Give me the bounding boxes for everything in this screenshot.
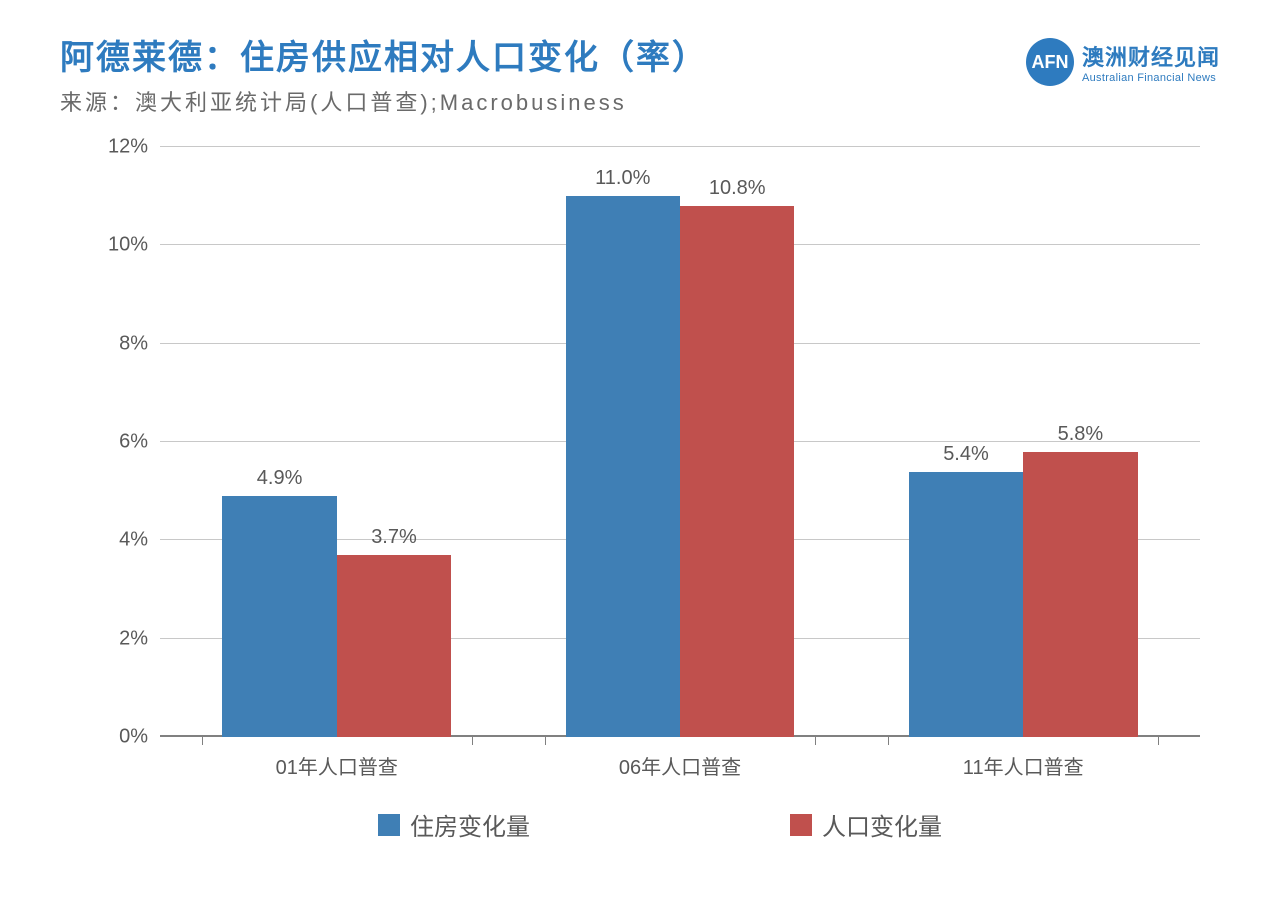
chart-title: 阿德莱德：住房供应相对人口变化（率） — [60, 30, 1026, 79]
bar-value-label: 5.4% — [943, 443, 989, 472]
bar-population: 10.8% — [680, 206, 794, 737]
x-axis-label: 11年人口普查 — [963, 737, 1084, 780]
x-tick — [545, 737, 546, 745]
x-tick — [815, 737, 816, 745]
bar-housing: 4.9% — [222, 496, 336, 737]
legend-label: 住房变化量 — [410, 807, 530, 842]
chart-subtitle: 来源：澳大利亚统计局(人口普查);Macrobusiness — [60, 85, 1026, 117]
header-row: 阿德莱德：住房供应相对人口变化（率） 来源：澳大利亚统计局(人口普查);Macr… — [60, 30, 1220, 117]
bar-value-label: 11.0% — [595, 167, 650, 196]
logo-text-cn: 澳洲财经见闻 — [1082, 40, 1220, 72]
logo-text: 澳洲财经见闻 Australian Financial News — [1082, 40, 1220, 84]
legend-swatch-icon — [378, 814, 400, 836]
y-axis-label: 10% — [108, 234, 160, 257]
bar-population: 5.8% — [1023, 452, 1137, 737]
bar-housing: 5.4% — [909, 472, 1023, 738]
legend: 住房变化量 人口变化量 — [100, 807, 1220, 842]
bar-population: 3.7% — [337, 555, 451, 737]
chart-container: 阿德莱德：住房供应相对人口变化（率） 来源：澳大利亚统计局(人口普查);Macr… — [0, 0, 1280, 897]
y-axis-label: 0% — [119, 726, 160, 749]
legend-swatch-icon — [790, 814, 812, 836]
y-axis-label: 2% — [119, 627, 160, 650]
x-tick — [202, 737, 203, 745]
plot-region: 0%2%4%6%8%10%12%4.9%3.7%01年人口普查11.0%10.8… — [160, 147, 1200, 737]
y-axis-label: 4% — [119, 529, 160, 552]
legend-label: 人口变化量 — [822, 807, 942, 842]
x-axis-label: 01年人口普查 — [276, 737, 398, 780]
y-axis-label: 8% — [119, 332, 160, 355]
brand-logo: AFN 澳洲财经见闻 Australian Financial News — [1026, 38, 1220, 86]
bar-value-label: 3.7% — [371, 526, 417, 555]
chart-area: 0%2%4%6%8%10%12%4.9%3.7%01年人口普查11.0%10.8… — [80, 137, 1220, 797]
legend-item: 人口变化量 — [790, 807, 942, 842]
bar-value-label: 4.9% — [257, 467, 303, 496]
x-tick — [1158, 737, 1159, 745]
bar-value-label: 10.8% — [709, 177, 766, 206]
title-block: 阿德莱德：住房供应相对人口变化（率） 来源：澳大利亚统计局(人口普查);Macr… — [60, 30, 1026, 117]
gridline — [160, 146, 1200, 147]
bar-value-label: 5.8% — [1058, 423, 1104, 452]
bar-housing: 11.0% — [566, 196, 680, 737]
legend-item: 住房变化量 — [378, 807, 530, 842]
x-tick — [472, 737, 473, 745]
x-tick — [888, 737, 889, 745]
logo-badge-icon: AFN — [1026, 38, 1074, 86]
y-axis-label: 12% — [108, 136, 160, 159]
logo-text-en: Australian Financial News — [1082, 72, 1220, 84]
y-axis-label: 6% — [119, 431, 160, 454]
x-axis-label: 06年人口普查 — [619, 737, 741, 780]
